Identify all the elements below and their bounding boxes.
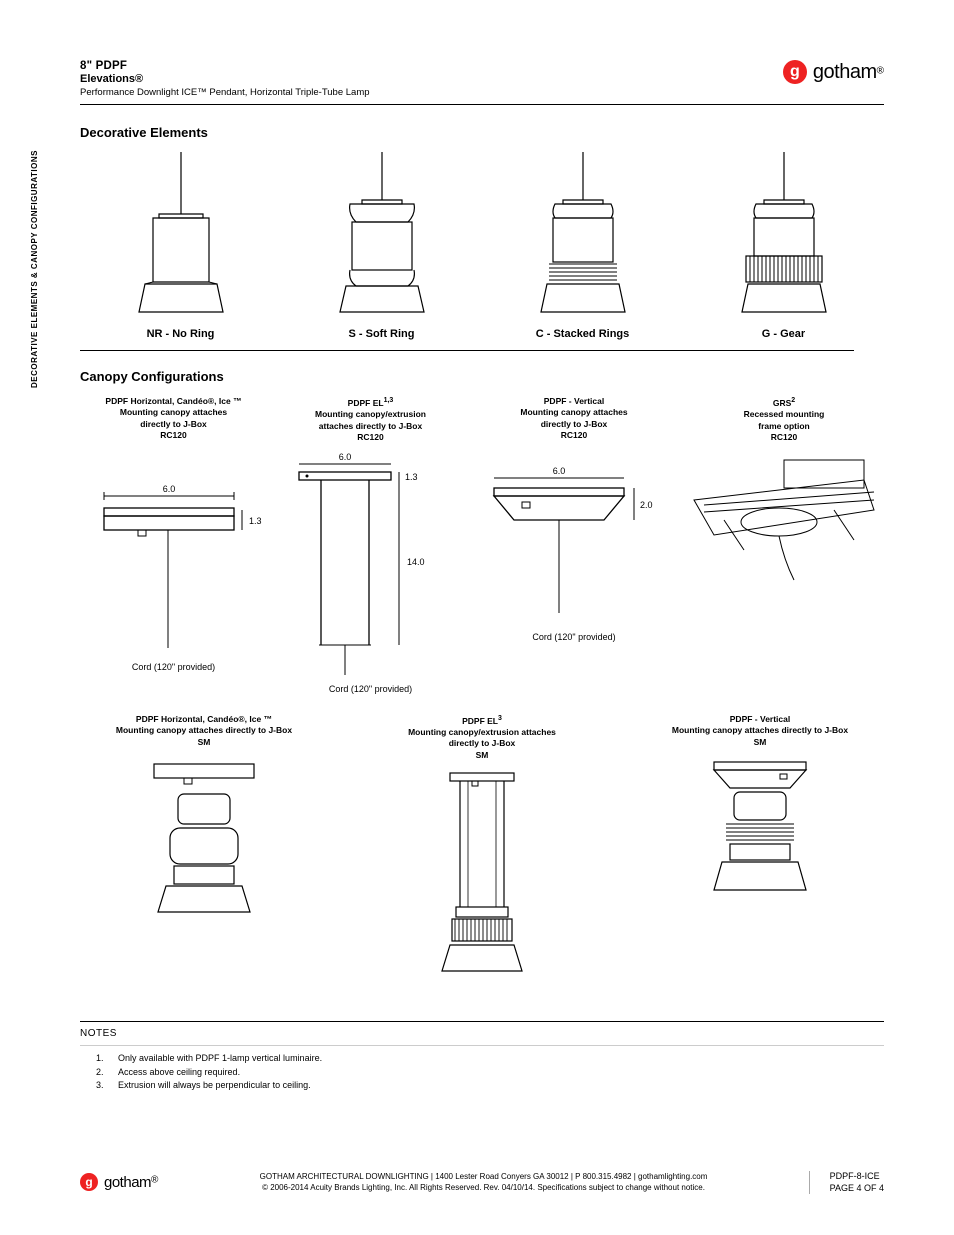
- canopy-sm-horizontal: PDPF Horizontal, Candéo®, Ice ™ Mounting…: [80, 714, 328, 992]
- canopy4-sup: 2: [791, 397, 795, 404]
- canopy4-h4: RC120: [684, 432, 884, 443]
- deco-g-icon: [714, 152, 854, 322]
- deco-nr-label: NR - No Ring: [80, 328, 281, 340]
- canopy3-cord: Cord (120" provided): [474, 632, 674, 642]
- cr2-1-h3: directly to J-Box: [358, 738, 606, 749]
- cr2-1-h4: SM: [358, 750, 606, 761]
- canopy4-diagram: [684, 450, 884, 600]
- cr2-0-diagram: [134, 754, 274, 924]
- brand-name: gotham: [813, 61, 877, 83]
- note-1: 1.Only available with PDPF 1-lamp vertic…: [96, 1052, 884, 1066]
- doc-subtitle: Elevations®: [80, 73, 370, 85]
- canopy2-h4: RC120: [277, 432, 464, 443]
- deco-item-c: C - Stacked Rings: [482, 152, 683, 340]
- canopy1-diagram: 6.0 1.3: [84, 448, 264, 658]
- footer-brand-mark-icon: g: [80, 1173, 98, 1191]
- footer-line2: © 2006-2014 Acuity Brands Lighting, Inc.…: [178, 1182, 788, 1193]
- canopy4-h2: Recessed mounting: [684, 409, 884, 420]
- deco-item-g: G - Gear: [683, 152, 884, 340]
- brand-mark-icon: g: [783, 60, 807, 84]
- note-2: 2.Access above ceiling required.: [96, 1066, 884, 1080]
- canopy-sm-vertical: PDPF - Vertical Mounting canopy attaches…: [636, 714, 884, 992]
- canopy-section-title: Canopy Configurations: [80, 369, 884, 384]
- deco-g-label: G - Gear: [683, 328, 884, 340]
- canopy1-h1: PDPF Horizontal, Candéo®, Ice ™: [80, 396, 267, 407]
- footer-code: PDPF-8-ICE: [830, 1170, 884, 1183]
- footer-page: PAGE 4 OF 4: [830, 1182, 884, 1195]
- notes-section: NOTES 1.Only available with PDPF 1-lamp …: [80, 1021, 884, 1093]
- note-3: 3.Extrusion will always be perpendicular…: [96, 1079, 884, 1093]
- decorative-section-title: Decorative Elements: [80, 125, 884, 140]
- canopy1-cord: Cord (120" provided): [80, 662, 267, 672]
- cr2-0-h3: SM: [80, 737, 328, 748]
- deco-item-s: S - Soft Ring: [281, 152, 482, 340]
- svg-text:6.0: 6.0: [338, 452, 351, 462]
- canopy1-h2: Mounting canopy attaches: [80, 407, 267, 418]
- canopy3-h4: RC120: [474, 430, 674, 441]
- canopy2-h3: attaches directly to J-Box: [277, 421, 464, 432]
- svg-text:2.0: 2.0: [640, 500, 653, 510]
- cr2-0-h1: PDPF Horizontal, Candéo®, Ice ™: [80, 714, 328, 725]
- canopy2-diagram: 6.0 1.3 14.0: [281, 450, 461, 680]
- brand-logo: g gotham®: [783, 60, 884, 84]
- cr2-2-diagram: [690, 754, 830, 914]
- canopy-item-vertical: PDPF - Vertical Mounting canopy attaches…: [474, 396, 674, 694]
- deco-nr-icon: [111, 152, 251, 322]
- canopy2-sup: 1,3: [384, 397, 394, 404]
- svg-text:6.0: 6.0: [162, 484, 175, 494]
- canopy-item-grs: GRS2 Recessed mounting frame option RC12…: [684, 396, 884, 694]
- doc-title: 8" PDPF: [80, 60, 370, 72]
- canopy2-h2: Mounting canopy/extrusion: [277, 409, 464, 420]
- cr2-1-sup: 3: [498, 715, 502, 722]
- side-tab: DECORATIVE ELEMENTS & CANOPY CONFIGURATI…: [30, 150, 39, 388]
- canopy3-h1: PDPF - Vertical: [474, 396, 674, 407]
- decorative-rule: [80, 350, 854, 351]
- svg-text:1.3: 1.3: [249, 516, 262, 526]
- canopy4-h3: frame option: [684, 421, 884, 432]
- cr2-1-h2: Mounting canopy/extrusion attaches: [358, 727, 606, 738]
- cr2-0-h2: Mounting canopy attaches directly to J-B…: [80, 725, 328, 736]
- deco-c-label: C - Stacked Rings: [482, 328, 683, 340]
- deco-c-icon: [513, 152, 653, 322]
- canopy1-h3: directly to J-Box: [80, 419, 267, 430]
- canopy2-cord: Cord (120" provided): [277, 684, 464, 694]
- cr2-1-diagram: [422, 767, 542, 987]
- cr2-1-h1: PDPF EL: [462, 716, 498, 726]
- canopy-row-2: PDPF Horizontal, Candéo®, Ice ™ Mounting…: [80, 714, 884, 992]
- svg-text:14.0: 14.0: [407, 557, 425, 567]
- canopy3-diagram: 6.0 2.0: [474, 448, 674, 628]
- canopy4-h1: GRS: [773, 398, 791, 408]
- canopy3-h2: Mounting canopy attaches: [474, 407, 674, 418]
- decorative-row: NR - No Ring S - Soft Ring: [80, 152, 884, 340]
- deco-s-icon: [312, 152, 452, 322]
- cr2-2-h3: SM: [636, 737, 884, 748]
- canopy1-h4: RC120: [80, 430, 267, 441]
- cr2-2-h1: PDPF - Vertical: [636, 714, 884, 725]
- cr2-2-h2: Mounting canopy attaches directly to J-B…: [636, 725, 884, 736]
- footer: g gotham® GOTHAM ARCHITECTURAL DOWNLIGHT…: [80, 1170, 884, 1195]
- canopy-sm-el: PDPF EL3 Mounting canopy/extrusion attac…: [358, 714, 606, 992]
- brand-reg: ®: [877, 65, 884, 76]
- footer-brand-name: gotham: [104, 1174, 151, 1191]
- canopy-row-1: PDPF Horizontal, Candéo®, Ice ™ Mounting…: [80, 396, 884, 694]
- svg-text:1.3: 1.3: [405, 472, 418, 482]
- canopy2-h1: PDPF EL: [348, 398, 384, 408]
- footer-line1: GOTHAM ARCHITECTURAL DOWNLIGHTING | 1400…: [178, 1171, 788, 1182]
- header: 8" PDPF Elevations® Performance Downligh…: [80, 60, 884, 105]
- canopy-item-el: PDPF EL1,3 Mounting canopy/extrusion att…: [277, 396, 464, 694]
- canopy-item-horizontal: PDPF Horizontal, Candéo®, Ice ™ Mounting…: [80, 396, 267, 694]
- deco-item-nr: NR - No Ring: [80, 152, 281, 340]
- deco-s-label: S - Soft Ring: [281, 328, 482, 340]
- footer-logo: g gotham®: [80, 1173, 158, 1191]
- svg-text:6.0: 6.0: [553, 466, 566, 476]
- doc-description: Performance Downlight ICE™ Pendant, Hori…: [80, 87, 370, 98]
- canopy3-h3: directly to J-Box: [474, 419, 674, 430]
- notes-title: NOTES: [80, 1028, 884, 1039]
